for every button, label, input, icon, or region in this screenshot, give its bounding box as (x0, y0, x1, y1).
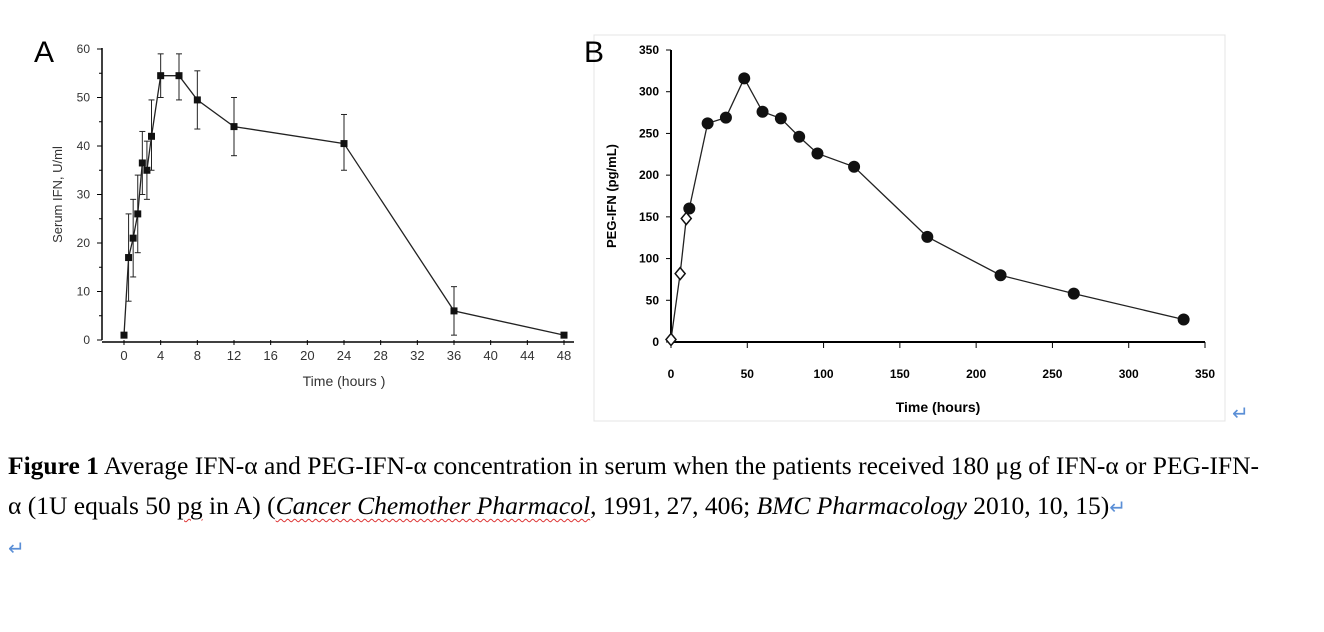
data-point (120, 331, 128, 339)
data-point (994, 269, 1007, 282)
y-tick-label: 60 (77, 42, 91, 56)
y-tick-label: 10 (77, 285, 91, 299)
y-tick-label: 200 (639, 168, 659, 182)
y-tick-label: 40 (77, 139, 91, 153)
series-line (670, 76, 1184, 340)
x-tick-label: 36 (447, 348, 461, 363)
x-tick-label: 44 (520, 348, 534, 363)
y-tick-label: 50 (646, 293, 660, 307)
y-axis-label: Serum IFN, U/ml (50, 146, 65, 243)
caption-text: pg (177, 491, 203, 520)
y-axis-label: PEG-IFN (pg/mL) (604, 144, 619, 248)
series-line (123, 75, 565, 336)
data-point (811, 147, 824, 160)
data-point (129, 234, 137, 242)
x-tick-label: 300 (1119, 367, 1139, 381)
data-point (125, 254, 133, 262)
x-tick-label: 20 (300, 348, 314, 363)
data-point (175, 72, 183, 80)
caption-text: , 1991, 27, 406; (590, 491, 757, 520)
data-point (143, 166, 151, 174)
data-point (1067, 287, 1080, 300)
journal-name: BMC Pharmacology (756, 491, 967, 520)
journal-name: Cancer Chemother Pharmacol (275, 491, 591, 520)
x-tick-label: 16 (263, 348, 277, 363)
paragraph-mark: ↵ (1109, 495, 1127, 519)
data-point (683, 202, 696, 215)
panel-b-frame (593, 34, 1226, 422)
y-tick-label: 30 (77, 188, 91, 202)
x-tick-label: 24 (337, 348, 351, 363)
x-tick-label: 0 (668, 367, 675, 381)
x-axis-label: Time (hours ) (303, 373, 386, 389)
figure-caption: Figure 1 Average IFN-α and PEG-IFN-α con… (8, 446, 1268, 568)
x-tick-label: 150 (890, 367, 910, 381)
data-point (340, 140, 348, 148)
caption-label: Figure 1 (8, 451, 99, 480)
x-axis-label: Time (hours) (896, 399, 981, 415)
y-tick-label: 350 (639, 43, 659, 57)
paragraph-mark: ↵ (1232, 401, 1249, 425)
panel-label: A (34, 36, 54, 69)
y-tick-label: 0 (83, 333, 90, 347)
paragraph-mark: ↵ (8, 536, 25, 560)
x-tick-label: 4 (157, 348, 164, 363)
data-point (793, 130, 806, 143)
data-point (134, 210, 142, 218)
x-tick-label: 200 (966, 367, 986, 381)
x-tick-label: 32 (410, 348, 424, 363)
y-tick-label: 300 (639, 85, 659, 99)
data-point (719, 111, 732, 124)
caption-text: 2010, 10, 15) (966, 491, 1110, 520)
x-tick-label: 350 (1195, 367, 1215, 381)
data-point (1177, 313, 1190, 326)
data-point (560, 331, 568, 339)
open-data-point (674, 266, 687, 281)
data-point (848, 160, 861, 173)
y-tick-label: 100 (639, 252, 659, 266)
y-tick-label: 150 (639, 210, 659, 224)
y-tick-label: 250 (639, 126, 659, 140)
x-tick-label: 250 (1042, 367, 1062, 381)
data-point (193, 96, 201, 104)
data-point (138, 159, 146, 167)
caption-text: Average IFN-α and PEG-IFN-α concentratio… (8, 451, 1260, 520)
open-data-point (665, 332, 677, 347)
data-point (738, 72, 751, 85)
data-point (230, 123, 238, 131)
y-tick-label: 0 (652, 335, 659, 349)
data-point (774, 112, 787, 125)
x-tick-label: 12 (227, 348, 241, 363)
data-point (157, 72, 165, 80)
x-tick-label: 8 (194, 348, 201, 363)
data-point (756, 105, 769, 118)
x-tick-label: 0 (120, 348, 127, 363)
caption-text: in A) ( (202, 491, 276, 520)
data-point (921, 230, 934, 243)
data-point (148, 132, 155, 140)
x-tick-label: 40 (483, 348, 497, 363)
panel-label: B (584, 36, 604, 69)
y-tick-label: 50 (77, 91, 91, 105)
y-tick-label: 20 (77, 236, 91, 250)
x-tick-label: 50 (741, 367, 755, 381)
x-tick-label: 48 (557, 348, 571, 363)
data-point (450, 307, 458, 315)
x-tick-label: 100 (814, 367, 834, 381)
x-tick-label: 28 (373, 348, 387, 363)
data-point (701, 117, 714, 130)
open-data-point (680, 211, 693, 226)
